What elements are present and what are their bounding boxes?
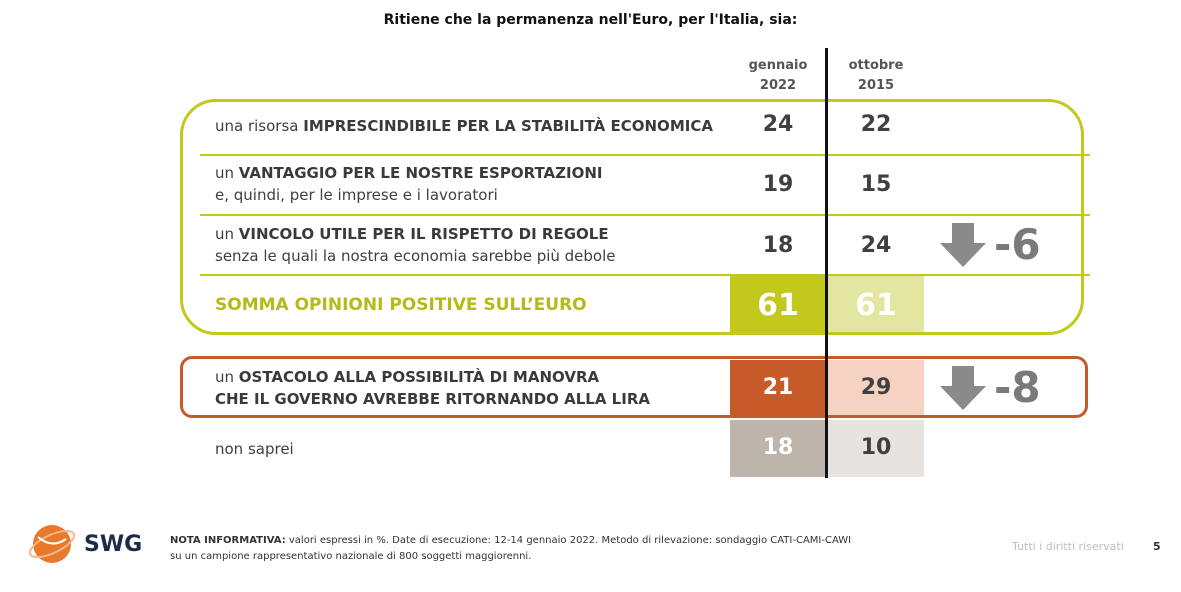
nonsaprei-value-b: 10 <box>860 435 892 460</box>
row-separator <box>200 214 1090 216</box>
footer-note: NOTA INFORMATIVA: valori espressi in %. … <box>170 533 851 565</box>
somma-label: SOMMA OPINIONI POSITIVE SULL’EURO <box>215 295 587 315</box>
row-label-sub: senza le quali la nostra economia sarebb… <box>215 247 616 265</box>
down-arrow-icon <box>940 366 986 410</box>
row-separator <box>200 154 1090 156</box>
row-label-pre: un <box>215 368 239 386</box>
note-line2: su un campione rappresentativo nazionale… <box>170 551 532 562</box>
value-cell: 18 <box>762 233 794 258</box>
down-arrow-icon <box>940 223 986 267</box>
delta-value: -6 <box>994 220 1041 269</box>
swg-logo-icon <box>28 525 76 563</box>
value-cell: 22 <box>860 112 892 137</box>
obstacle-frame <box>180 356 1088 418</box>
column-header-line: 2022 <box>759 78 797 93</box>
row-label-sub: e, quindi, per le imprese e i lavoratori <box>215 186 498 204</box>
row-label-pre: un <box>215 164 239 182</box>
row-separator <box>200 274 1090 276</box>
swg-logo-text: SWG <box>84 532 143 557</box>
column-header-line: 2015 <box>857 78 895 93</box>
somma-value-a: 61 <box>757 288 799 323</box>
value-cell: 24 <box>860 233 892 258</box>
ostacolo-value-a: 21 <box>762 375 794 400</box>
value-cell: 19 <box>762 172 794 197</box>
row-label-vantaggio: un VANTAGGIO PER LE NOSTRE ESPORTAZIONI … <box>215 162 603 206</box>
row-label-bold-line2: CHE IL GOVERNO AVREBBE RITORNANDO ALLA L… <box>215 390 650 408</box>
column-header-ottobre-2015: ottobre 2015 <box>828 56 924 96</box>
row-label-pre: un <box>215 225 239 243</box>
column-header-line: ottobre <box>848 58 904 73</box>
column-header-gennaio-2022: gennaio 2022 <box>730 56 826 96</box>
row-label-pre: una risorsa <box>215 117 304 135</box>
row-label-bold: VINCOLO UTILE PER IL RISPETTO DI REGOLE <box>238 225 609 243</box>
nonsaprei-cell-bg-a <box>730 420 826 477</box>
page-number: 5 <box>1153 540 1161 553</box>
delta-value: -8 <box>994 363 1041 412</box>
note-label: NOTA INFORMATIVA: <box>170 535 286 546</box>
chart-title: Ritiene che la permanenza nell'Euro, per… <box>383 12 798 28</box>
positive-opinions-frame <box>180 99 1084 335</box>
somma-cell-bg-b <box>828 276 924 334</box>
rights-text: Tutti i diritti riservati <box>1012 540 1124 553</box>
row-label-ostacolo: un OSTACOLO ALLA POSSIBILITÀ DI MANOVRA … <box>215 366 650 410</box>
nonsaprei-cell-bg-b <box>828 420 924 477</box>
row-label-bold: IMPRESCINDIBILE PER LA STABILITÀ ECONOMI… <box>303 117 713 135</box>
row-label-risorsa: una risorsa IMPRESCINDIBILE PER LA STABI… <box>215 115 713 137</box>
row-label-non-saprei: non saprei <box>215 440 294 458</box>
row-label-bold: VANTAGGIO PER LE NOSTRE ESPORTAZIONI <box>238 164 603 182</box>
column-header-line: gennaio <box>748 58 808 73</box>
ostacolo-cell-bg-a <box>730 360 826 417</box>
value-cell: 24 <box>762 112 794 137</box>
somma-value-b: 61 <box>855 288 897 323</box>
somma-cell-bg-a <box>730 276 826 334</box>
note-line1: valori espressi in %. Date di esecuzione… <box>285 535 852 546</box>
nonsaprei-value-a: 18 <box>762 435 794 460</box>
value-cell: 15 <box>860 172 892 197</box>
ostacolo-cell-bg-b <box>828 360 924 417</box>
ostacolo-value-b: 29 <box>860 375 892 400</box>
column-divider <box>825 48 828 478</box>
row-label-bold: OSTACOLO ALLA POSSIBILITÀ DI MANOVRA <box>238 368 600 386</box>
row-label-vincolo: un VINCOLO UTILE PER IL RISPETTO DI REGO… <box>215 223 616 267</box>
